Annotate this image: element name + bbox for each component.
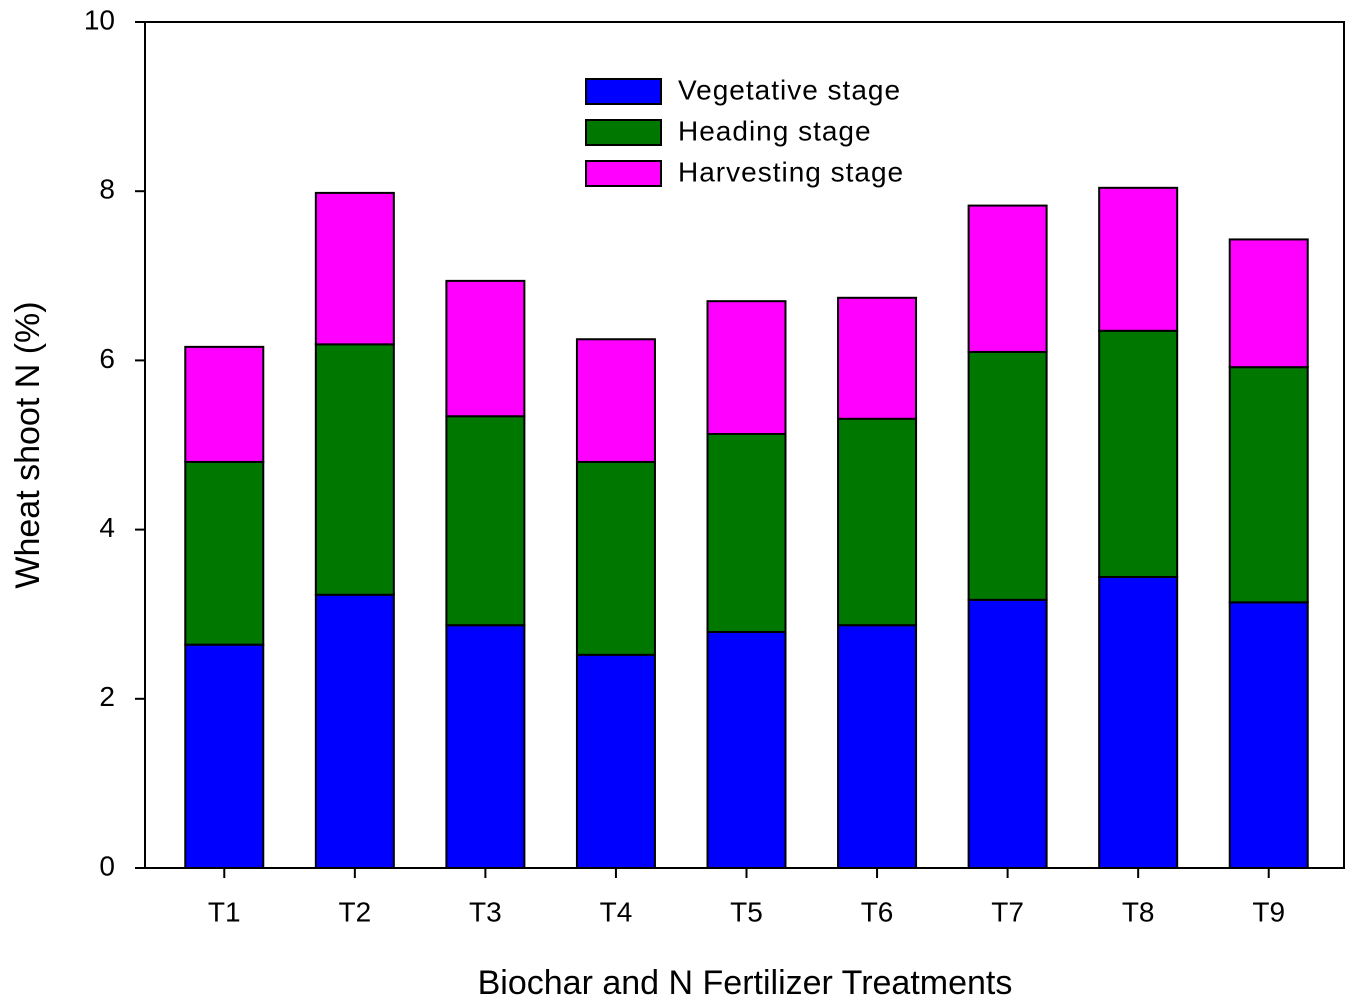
x-tick-label: T3 <box>469 896 502 927</box>
bar-segment <box>706 300 787 436</box>
legend-label: Harvesting stage <box>678 156 904 187</box>
legend-label: Vegetative stage <box>678 74 901 105</box>
legend-swatch <box>585 119 662 146</box>
bar-segment <box>575 338 656 463</box>
x-tick-label: T7 <box>991 896 1024 927</box>
bar-segment <box>575 653 656 869</box>
x-axis-label: Biochar and N Fertilizer Treatments <box>478 964 1013 1002</box>
bar-segment <box>184 460 265 646</box>
bar-segment <box>706 630 787 869</box>
bar-segment <box>1228 366 1309 604</box>
bar-segment <box>445 279 526 418</box>
y-tick-label: 6 <box>99 343 115 374</box>
bar-segment <box>314 343 395 596</box>
bar-segment <box>706 433 787 633</box>
bar-segment <box>575 460 656 656</box>
x-tick-label: T4 <box>600 896 633 927</box>
legend-swatch <box>585 78 662 105</box>
bar-segment <box>1228 238 1309 369</box>
y-axis-label: Wheat shoot N (%) <box>9 301 47 588</box>
bar-segment <box>967 350 1048 601</box>
bar-segment <box>184 345 265 463</box>
bar-segment <box>967 598 1048 869</box>
bar-segment <box>837 624 918 869</box>
bar-segment <box>184 643 265 869</box>
bar-segment <box>1098 186 1179 332</box>
x-tick-label: T2 <box>338 896 371 927</box>
y-tick-label: 0 <box>99 850 115 881</box>
bar-segment <box>1098 329 1179 578</box>
legend-label: Heading stage <box>678 115 872 146</box>
bar-segment <box>445 415 526 627</box>
y-tick-label: 10 <box>84 4 115 35</box>
bar-segment <box>967 204 1048 353</box>
y-tick-label: 4 <box>99 512 115 543</box>
bar-segment <box>837 417 918 627</box>
bar-segment <box>445 624 526 869</box>
y-tick-label: 2 <box>99 681 115 712</box>
bar-segment <box>1228 601 1309 870</box>
x-tick-label: T1 <box>208 896 241 927</box>
bar-segment <box>1098 575 1179 869</box>
bar-segment <box>314 593 395 869</box>
x-tick-label: T9 <box>1252 896 1285 927</box>
bar-segment <box>837 296 918 420</box>
x-tick-label: T8 <box>1122 896 1155 927</box>
bar-segment <box>314 191 395 346</box>
x-tick-label: T5 <box>730 896 763 927</box>
x-tick-label: T6 <box>861 896 894 927</box>
y-tick-label: 8 <box>99 174 115 205</box>
legend-swatch <box>585 160 662 187</box>
